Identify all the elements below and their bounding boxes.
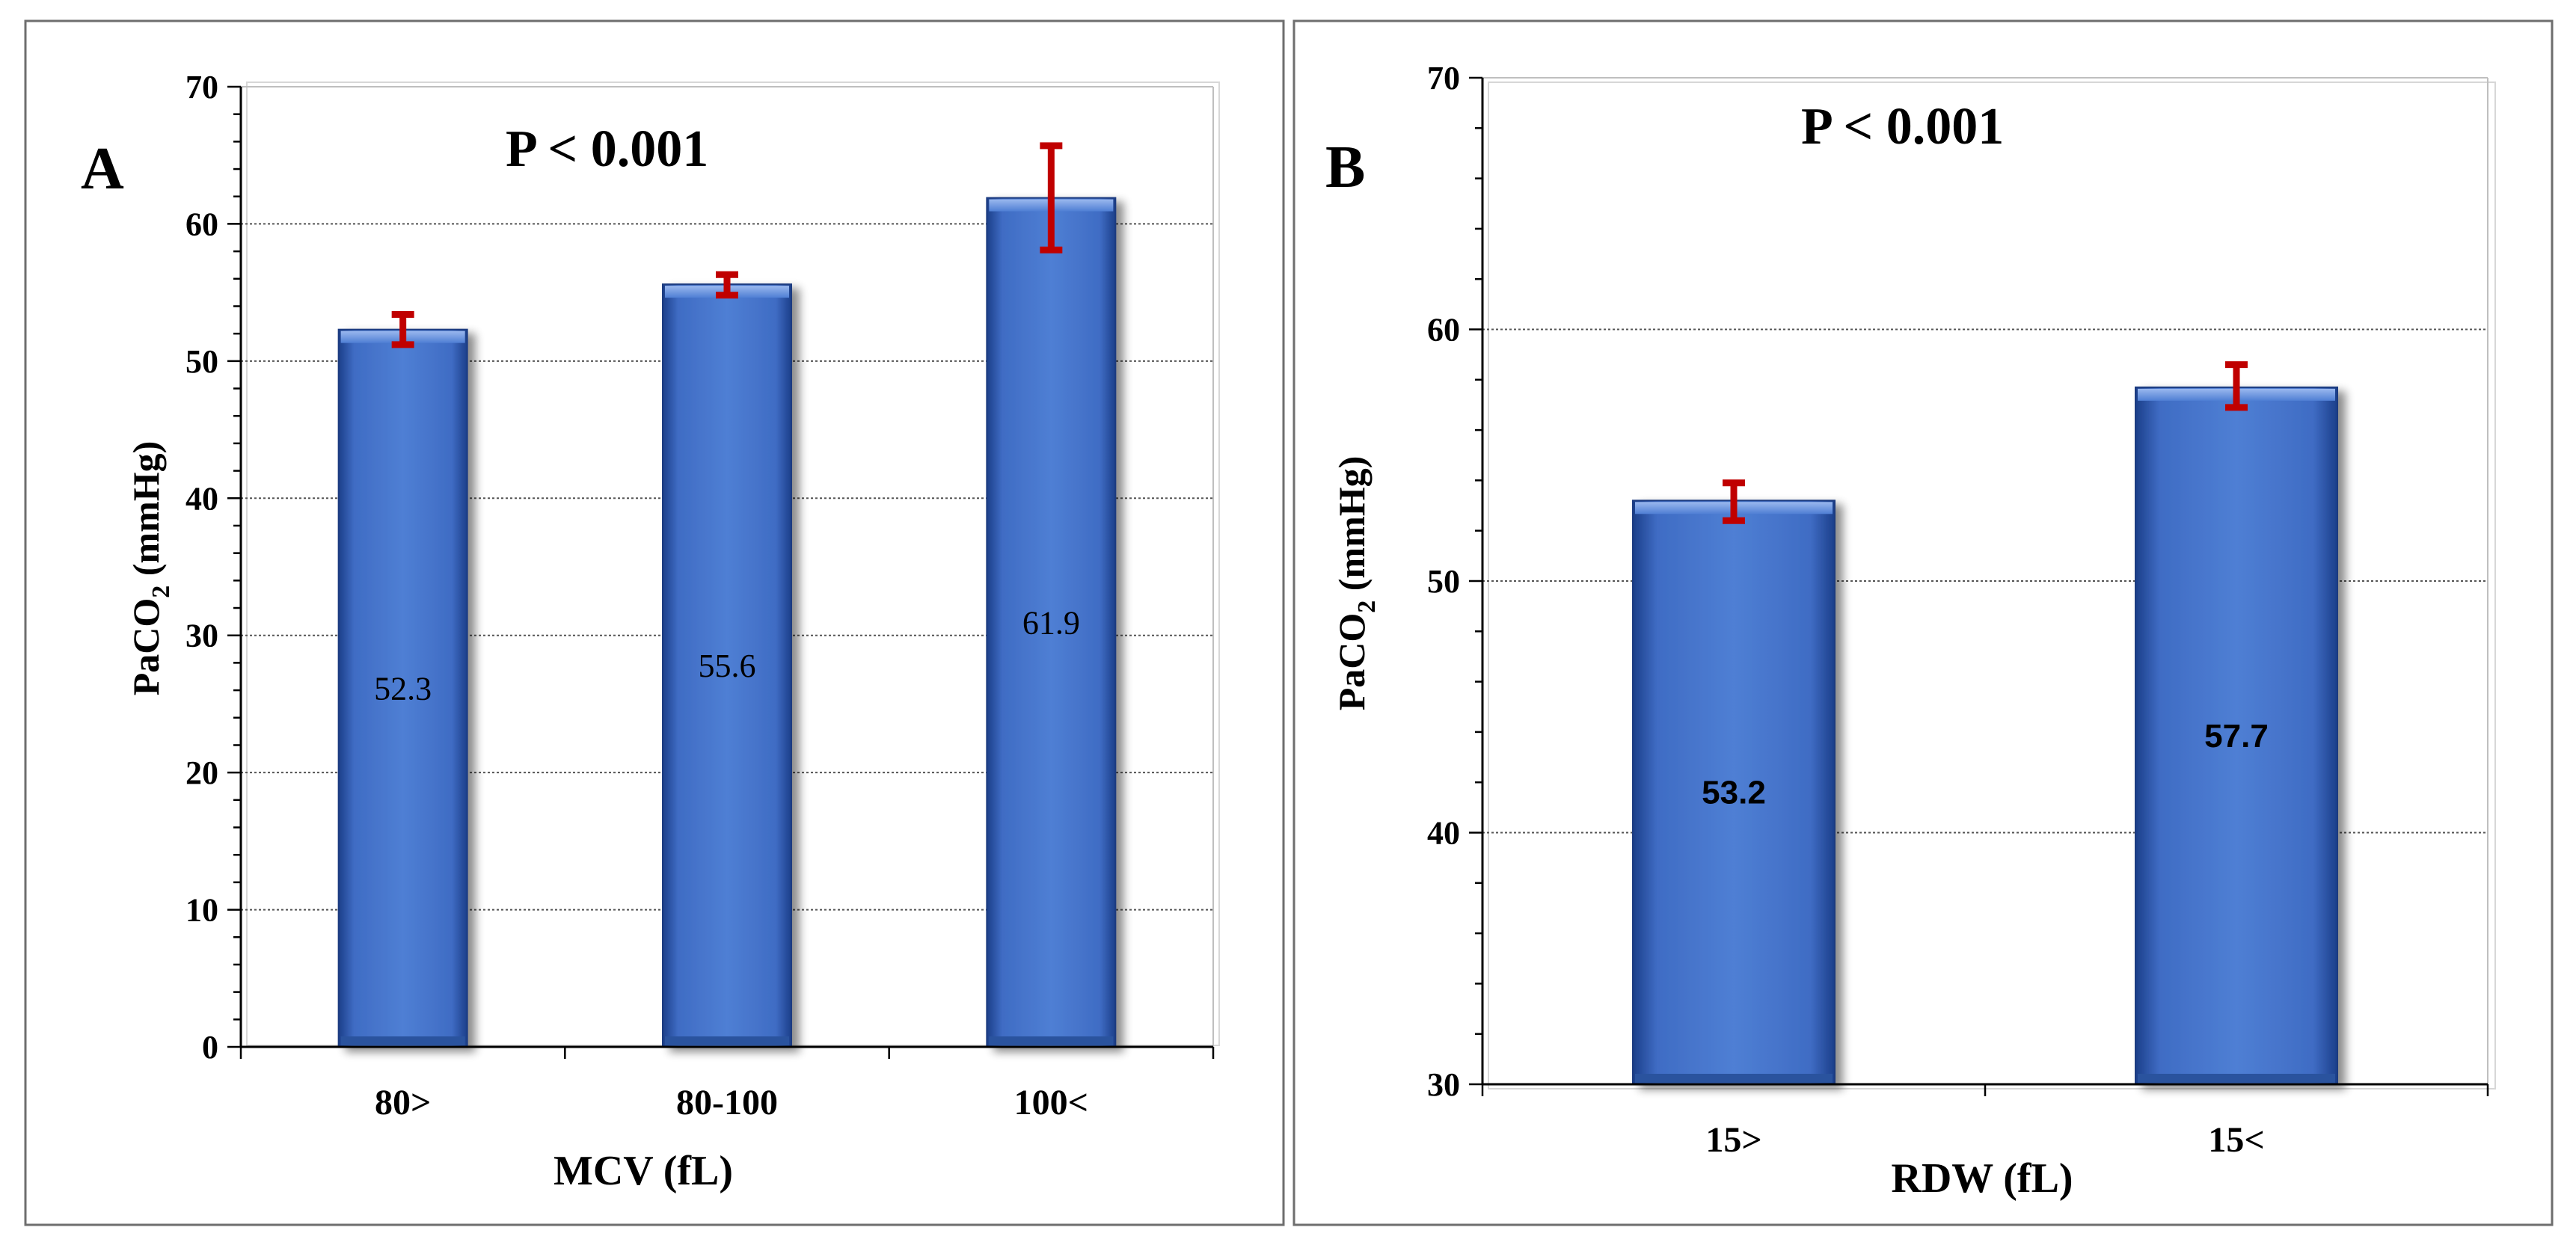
panel-a-bar-group xyxy=(662,283,792,1048)
panel-a-bar-bevel-bottom xyxy=(340,1036,465,1045)
panel-a-p-value: P < 0.001 xyxy=(506,120,708,178)
panel-b-y-tick-label: 40 xyxy=(1427,815,1460,852)
panel-a-bar xyxy=(986,197,1117,1048)
panel-a-y-tick-label: 50 xyxy=(185,343,218,380)
svg-text:PaCO2 (mmHg): PaCO2 (mmHg) xyxy=(1331,456,1381,711)
panel-b-letter: B xyxy=(1325,135,1365,200)
panel-b-y-tick-label: 50 xyxy=(1427,563,1460,600)
panel-a-letter: A xyxy=(81,136,124,202)
panel-b-y-label-main: PaCO xyxy=(1331,613,1373,711)
panel-b-p-value: P < 0.001 xyxy=(1801,98,2004,156)
panel-b-bar-bevel-bottom xyxy=(2138,1074,2335,1083)
panel-a-y-tick-label: 0 xyxy=(202,1029,218,1066)
svg-text:PaCO2 (mmHg): PaCO2 (mmHg) xyxy=(125,441,175,696)
panel-a-bar xyxy=(662,283,792,1048)
panel-b-x-axis-label: RDW (fL) xyxy=(1891,1155,2073,1202)
panel-b-y-axis-label: PaCO2 (mmHg) xyxy=(1331,456,1381,711)
panel-b-y-label-sub: 2 xyxy=(1353,600,1381,613)
panel-b-y-tick-label: 30 xyxy=(1427,1066,1460,1103)
panel-b-value-label: 57.7 xyxy=(2204,718,2269,754)
panel-a-category-label: 100< xyxy=(1014,1083,1088,1122)
panel-a-axes xyxy=(227,85,1215,1059)
panel-a-y-tick-label: 60 xyxy=(185,206,218,242)
panel-a-bars: 52.3 55.6 61.9 xyxy=(337,142,1117,1048)
panel-a-bar xyxy=(337,328,468,1048)
panel-a-y-tick-label: 40 xyxy=(185,480,218,517)
panel-a-ticks: 0 10 20 30 40 50 60 70 80> 80-100 100< xyxy=(185,69,1088,1122)
panel-b-frame xyxy=(1292,19,2554,1226)
panel-a-category-label: 80> xyxy=(375,1083,431,1122)
panel-a-y-tick-label: 20 xyxy=(185,754,218,791)
panel-a-y-label-main: PaCO xyxy=(125,598,167,696)
panel-b-bar-bevel-bottom xyxy=(1635,1074,1833,1083)
panel-a-value-label: 55.6 xyxy=(699,648,756,684)
panel-b-category-label: 15> xyxy=(1705,1120,1761,1160)
panel-a-y-axis-label: PaCO2 (mmHg) xyxy=(125,441,175,696)
panel-a-bar-bevel-bottom xyxy=(665,1036,789,1045)
panel-a-bar-bevel-bottom xyxy=(989,1036,1114,1045)
panel-a-bar-group xyxy=(986,197,1117,1048)
panel-a-x-axis-label: MCV (fL) xyxy=(553,1148,733,1194)
panel-a-y-tick-label: 30 xyxy=(185,618,218,654)
panel-b-value-label: 53.2 xyxy=(1702,775,1766,811)
panel-a-y-tick-label: 70 xyxy=(185,69,218,105)
panel-b-axes xyxy=(1469,76,2489,1096)
panel-b-y-tick-label: 70 xyxy=(1427,60,1460,96)
panel-a-bar-group xyxy=(337,328,468,1048)
panel-a-value-label: 52.3 xyxy=(374,670,432,707)
panel-b-category-label: 15< xyxy=(2208,1120,2264,1160)
panel-b-bars: 53.2 57.7 xyxy=(1632,361,2338,1085)
panel-b-y-label-unit: (mmHg) xyxy=(1331,456,1373,600)
panel-b-plot-shadow xyxy=(1488,82,2496,1089)
chart-panel-a: A P < 0.001 52.3 55.6 61.9 0 10 20 30 40 50 60 70… xyxy=(24,19,1285,1226)
panel-a-y-tick-label: 10 xyxy=(185,892,218,929)
panel-b-y-tick-label: 60 xyxy=(1427,312,1460,348)
panel-a-y-label-unit: (mmHg) xyxy=(125,441,167,586)
panel-a-y-label-sub: 2 xyxy=(147,586,175,598)
panel-b-ticks: 30 40 50 60 70 15> 15< xyxy=(1427,60,2265,1160)
panel-a-value-label: 61.9 xyxy=(1022,604,1080,641)
panel-a-category-label: 80-100 xyxy=(676,1083,778,1122)
chart-panel-b: B P < 0.001 53.2 57.7 30 40 50 60 70 15> 15< Pa… xyxy=(1292,19,2554,1226)
